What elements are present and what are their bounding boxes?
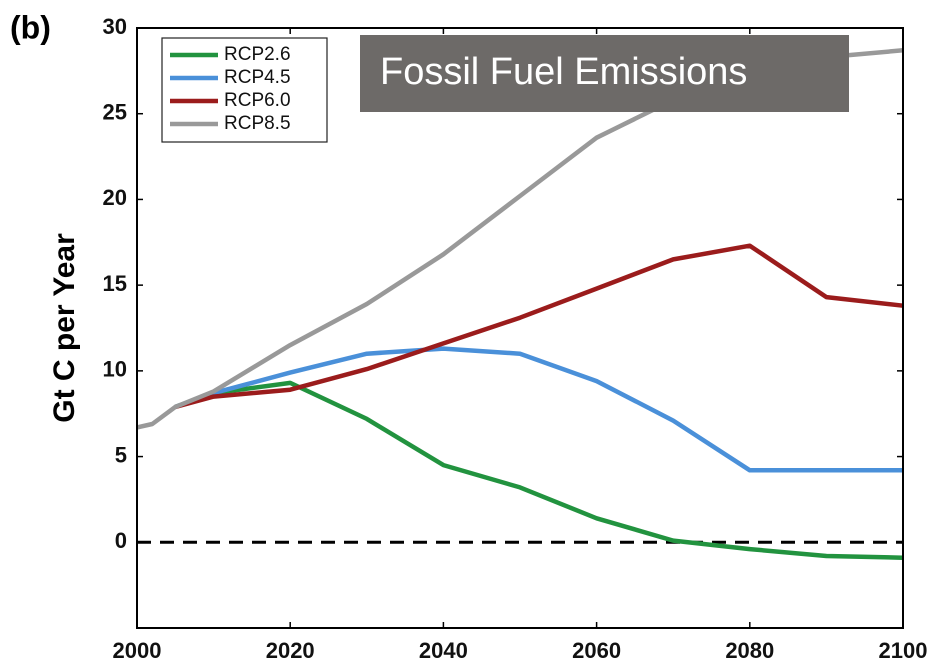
series-line: [174, 243, 904, 410]
y-tick-label: 5: [115, 442, 127, 467]
x-tick-label: 2060: [572, 638, 621, 663]
legend-label: RCP6.0: [224, 90, 291, 111]
y-tick-label: 20: [103, 185, 127, 210]
x-tick-label: 2000: [113, 638, 162, 663]
y-tick-label: 15: [103, 271, 127, 296]
y-tick-label: 30: [103, 14, 127, 39]
legend-label: RCP8.5: [224, 113, 291, 134]
y-tick-label: 25: [103, 100, 127, 125]
y-axis-label: Gt C per Year: [48, 233, 81, 423]
panel-label: (b): [10, 9, 51, 45]
x-tick-label: 2100: [879, 638, 928, 663]
legend-label: RCP2.6: [224, 44, 291, 65]
legend-label: RCP4.5: [224, 67, 291, 88]
x-tick-label: 2080: [725, 638, 774, 663]
plot-frame: [136, 27, 904, 629]
y-tick-label: 0: [115, 528, 127, 553]
x-tick-label: 2040: [419, 638, 468, 663]
annotation-box: [360, 35, 849, 112]
series-line: [174, 346, 903, 473]
y-tick-label: 10: [103, 357, 127, 382]
series-line: [174, 380, 904, 560]
annotation: Fossil Fuel Emissions: [380, 51, 747, 93]
x-tick-label: 2020: [266, 638, 315, 663]
